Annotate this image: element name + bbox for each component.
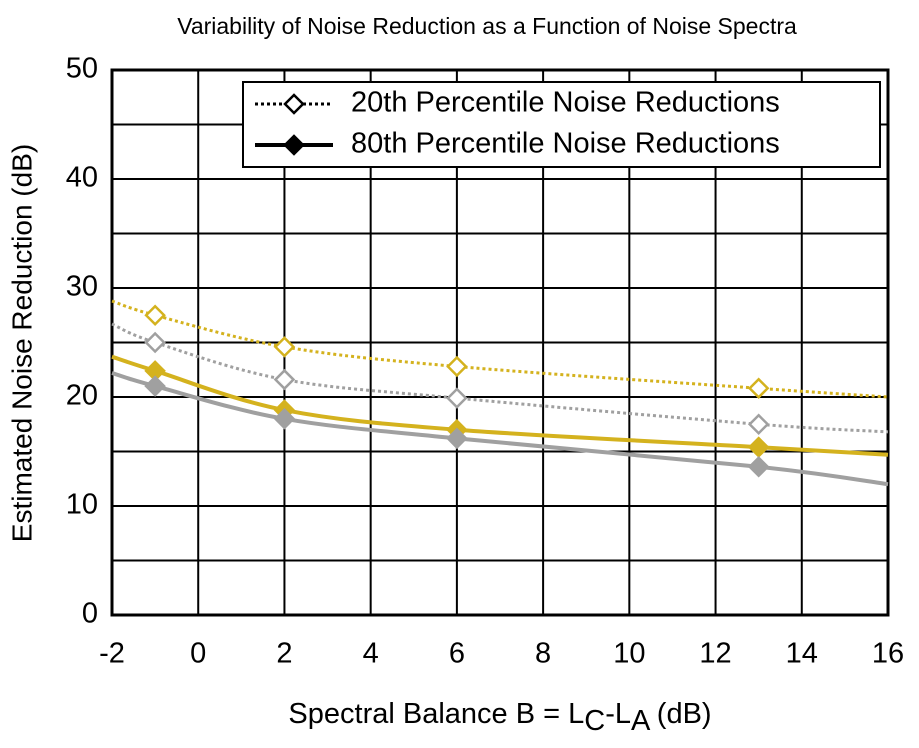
x-label-sub: A	[631, 705, 651, 737]
marker	[283, 93, 305, 115]
series-line	[111, 371, 889, 487]
x-tick-label: 4	[363, 638, 379, 670]
x-label-part: (dB)	[649, 698, 712, 730]
marker	[446, 355, 468, 378]
x-tick-label: 6	[449, 638, 465, 670]
y-tick-label: 0	[82, 598, 98, 630]
marker	[446, 387, 468, 409]
marker	[446, 427, 468, 450]
x-tick-label: 16	[872, 638, 904, 670]
marker	[144, 331, 166, 354]
legend-label: 20th Percentile Noise Reductions	[351, 87, 780, 119]
series-line	[111, 322, 889, 434]
marker	[273, 368, 296, 391]
x-label-sub: C	[584, 705, 605, 737]
marker	[273, 336, 296, 358]
legend-box	[242, 81, 881, 168]
marker	[283, 134, 305, 156]
plot-frame	[110, 68, 890, 617]
legend: 20th Percentile Noise Reductions 80th Per…	[242, 81, 881, 168]
x-tick-label: 10	[613, 638, 645, 670]
x-tick-label: 2	[276, 638, 292, 670]
x-axis-label: Spectral Balance B = LC-LA (dB)	[288, 698, 711, 737]
marker	[747, 436, 770, 458]
y-tick-label: 10	[66, 489, 98, 521]
marker	[144, 304, 166, 327]
x-tick-label: 12	[699, 638, 731, 670]
x-tick-label: 14	[786, 638, 818, 670]
y-axis-label: Estimated Noise Reduction (dB)	[6, 144, 37, 542]
marker	[144, 375, 166, 397]
marker	[747, 413, 770, 436]
y-tick-label: 40	[66, 162, 98, 194]
legend-label: 80th Percentile Noise Reductions	[351, 128, 780, 160]
x-label-part: Spectral Balance B = L	[288, 698, 584, 730]
chart-title: Variability of Noise Reduction as a Func…	[177, 13, 797, 39]
y-tick-label: 30	[66, 271, 98, 303]
y-tick-label: 20	[66, 380, 98, 412]
series-line	[111, 354, 889, 457]
series-line	[111, 299, 889, 399]
marker	[747, 455, 770, 478]
x-tick-label: -2	[99, 638, 125, 670]
y-tick-label: 50	[66, 53, 98, 85]
x-tick-label: 0	[190, 638, 206, 670]
x-label-part: -L	[605, 698, 631, 730]
marker	[747, 377, 770, 400]
marker	[273, 408, 296, 430]
x-tick-label: 8	[535, 638, 551, 670]
